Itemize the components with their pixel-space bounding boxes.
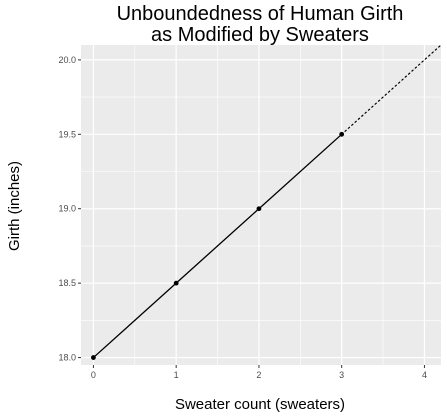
- y-tick-label-4: 20.0: [58, 55, 76, 65]
- x-tick-label-2: 2: [256, 370, 261, 380]
- chart-title-line-2: as Modified by Sweaters: [151, 24, 369, 46]
- points-layer: [91, 131, 345, 360]
- major-gridlines: [81, 45, 441, 365]
- y-axis-title: Girth (inches): [6, 161, 23, 251]
- data-point-0-1: [173, 280, 179, 286]
- chart-title-line-1: Unboundedness of Human Girth: [117, 3, 404, 25]
- x-tick-label-1: 1: [174, 370, 179, 380]
- x-tick-label-4: 4: [422, 370, 427, 380]
- x-axis: 0 1 2 3 4: [91, 365, 427, 380]
- plot-panel: [81, 45, 441, 365]
- x-tick-label-3: 3: [339, 370, 344, 380]
- y-tick-label-3: 19.5: [58, 129, 76, 139]
- x-axis-title: Sweater count (sweaters): [175, 396, 345, 413]
- series-layer: [92, 44, 442, 359]
- series-line-0-solid: [92, 133, 343, 359]
- data-point-0-3: [339, 131, 345, 137]
- x-tick-label-0: 0: [91, 370, 96, 380]
- data-point-0-0: [91, 355, 96, 360]
- minor-gridlines: [81, 45, 441, 365]
- y-tick-label-1: 18.5: [58, 278, 76, 288]
- y-tick-label-0: 18.0: [58, 353, 76, 363]
- series-line-1-dotted: [341, 44, 442, 135]
- y-axis: 18.0 18.5 19.0 19.5 20.0: [58, 55, 81, 363]
- y-tick-label-2: 19.0: [58, 204, 76, 214]
- data-point-0-2: [256, 206, 262, 212]
